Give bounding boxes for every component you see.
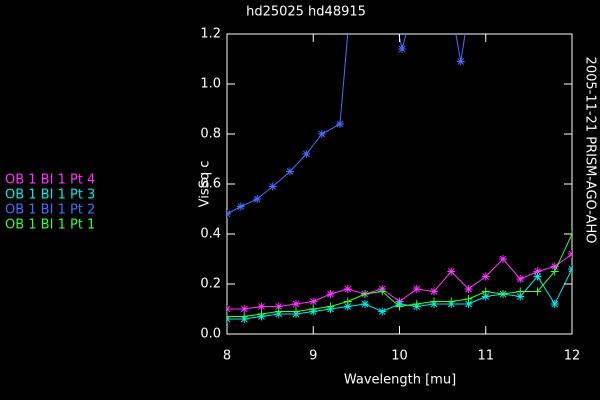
data-point: [326, 302, 335, 311]
data-point: [568, 250, 572, 258]
data-point: [343, 302, 352, 311]
data-point: [292, 307, 300, 316]
data-point: [464, 285, 473, 293]
x-tick-label: 12: [564, 349, 581, 364]
y-tick-label: 0.6: [200, 177, 221, 192]
x-tick-label: 9: [309, 349, 317, 364]
data-point: [447, 267, 456, 276]
data-point: [568, 265, 572, 273]
data-point: [253, 195, 262, 203]
y-tick-label: 0.4: [200, 227, 221, 242]
data-point: [516, 275, 525, 283]
data-point: [430, 287, 438, 296]
data-point: [268, 182, 277, 191]
data-point: [335, 120, 344, 128]
data-point: [227, 305, 231, 313]
data-point: [285, 167, 294, 176]
side-label: 2005-11-21 PRISM-AGO-AHO: [583, 57, 598, 244]
data-point: [257, 302, 266, 311]
data-point: [227, 210, 231, 218]
data-point: [481, 287, 490, 296]
data-point: [274, 307, 283, 316]
data-point: [499, 290, 507, 298]
x-tick-label: 11: [477, 349, 494, 364]
data-point: [499, 255, 507, 263]
data-point: [302, 150, 311, 158]
legend-entry: OB 1 BI 1 Pt 4: [5, 173, 95, 188]
data-point: [343, 285, 352, 293]
chart-title: hd25025 hd48915: [246, 5, 366, 20]
data-point: [464, 300, 473, 308]
y-axis-label: VisSq c: [198, 161, 213, 208]
x-tick-label: 8: [223, 349, 231, 364]
data-point: [257, 310, 266, 318]
x-tick-label: 10: [391, 349, 408, 364]
data-point: [481, 292, 490, 301]
data-point: [378, 287, 387, 296]
y-tick-label: 0.2: [200, 277, 221, 292]
data-point: [395, 302, 404, 311]
data-point: [516, 287, 525, 296]
legend-entry: OB 1 BI 1 Pt 2: [5, 203, 95, 218]
data-point: [361, 300, 369, 308]
data-point: [550, 267, 559, 276]
data-point: [550, 300, 559, 308]
data-point: [292, 300, 300, 308]
data-point: [227, 312, 231, 321]
data-point: [447, 297, 456, 306]
data-point: [550, 262, 559, 271]
data-point: [317, 130, 326, 138]
data-point: [309, 305, 318, 313]
data-point: [464, 295, 473, 303]
data-point: [412, 300, 421, 308]
data-point: [274, 302, 283, 311]
y-tick-label: 1.2: [200, 27, 221, 42]
data-point: [326, 290, 335, 298]
series-line: [227, 34, 466, 215]
data-point: [456, 57, 465, 66]
x-axis-label: Wavelength [mu]: [344, 373, 456, 388]
data-point: [343, 297, 352, 306]
data-point: [240, 312, 249, 321]
data-point: [533, 272, 542, 281]
data-point: [378, 307, 387, 316]
data-point: [240, 305, 249, 313]
data-point: [533, 267, 542, 276]
data-point: [481, 272, 490, 281]
data-point: [398, 45, 407, 53]
data-point: [361, 290, 369, 298]
plot-area: [227, 34, 572, 323]
data-point: [309, 297, 318, 306]
data-point: [430, 297, 438, 306]
y-tick-label: 0.0: [200, 327, 221, 342]
data-point: [516, 292, 525, 301]
data-point: [412, 285, 421, 293]
legend-entry: OB 1 BI 1 Pt 3: [5, 188, 95, 203]
data-point: [533, 287, 542, 296]
y-tick-label: 0.8: [200, 127, 221, 142]
data-point: [236, 202, 245, 211]
y-tick-label: 1.0: [200, 77, 221, 92]
legend-entry: OB 1 BI 1 Pt 1: [5, 218, 95, 233]
